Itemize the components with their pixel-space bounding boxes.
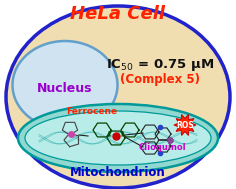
- Text: HeLa Cell: HeLa Cell: [71, 5, 165, 23]
- Text: IC$_{50}$ = 0.75 μM: IC$_{50}$ = 0.75 μM: [106, 57, 214, 73]
- Text: Ferrocene: Ferrocene: [67, 108, 118, 116]
- Ellipse shape: [25, 111, 211, 165]
- Text: ROS: ROS: [176, 121, 194, 129]
- Polygon shape: [174, 115, 196, 136]
- Text: Clioquinol: Clioquinol: [138, 143, 186, 153]
- Text: (Complex 5): (Complex 5): [120, 74, 200, 87]
- Ellipse shape: [6, 6, 230, 188]
- Ellipse shape: [18, 104, 218, 172]
- Text: Mitochondrion: Mitochondrion: [70, 166, 166, 178]
- Ellipse shape: [13, 41, 118, 129]
- Text: Nucleus: Nucleus: [37, 81, 93, 94]
